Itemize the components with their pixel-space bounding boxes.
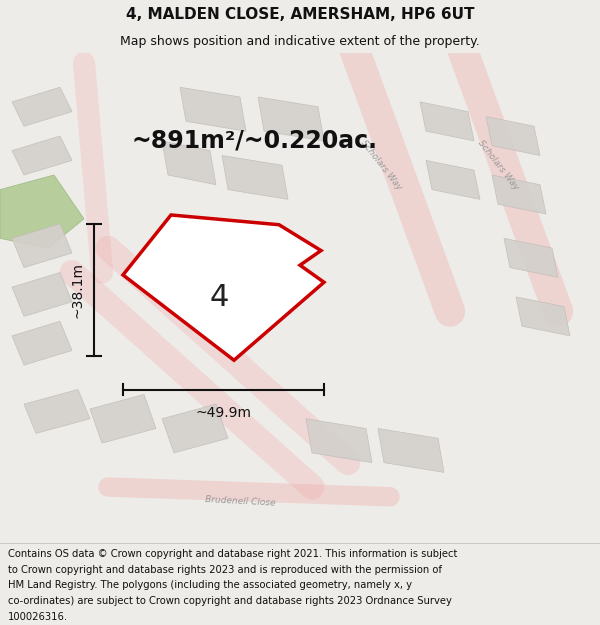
Polygon shape [486,116,540,156]
Polygon shape [162,141,216,185]
Polygon shape [24,389,90,433]
Polygon shape [0,175,84,248]
Polygon shape [12,88,72,126]
Polygon shape [378,429,444,472]
Polygon shape [123,215,324,360]
Polygon shape [426,161,480,199]
Polygon shape [12,272,72,316]
Text: Scholars Way: Scholars Way [476,139,520,192]
Text: co-ordinates) are subject to Crown copyright and database rights 2023 Ordnance S: co-ordinates) are subject to Crown copyr… [8,596,452,606]
Polygon shape [516,297,570,336]
Polygon shape [222,156,288,199]
Polygon shape [492,175,546,214]
Text: 100026316.: 100026316. [8,611,68,621]
Polygon shape [504,238,558,278]
Polygon shape [180,88,246,131]
Polygon shape [162,404,228,453]
Polygon shape [420,102,474,141]
Polygon shape [12,321,72,365]
Text: Scholars Way: Scholars Way [359,139,403,192]
Text: Map shows position and indicative extent of the property.: Map shows position and indicative extent… [120,35,480,48]
Polygon shape [306,419,372,462]
Text: ~49.9m: ~49.9m [196,406,251,420]
Text: 4: 4 [209,283,229,312]
Polygon shape [12,136,72,175]
Polygon shape [12,224,72,268]
Polygon shape [258,97,324,141]
Polygon shape [90,394,156,443]
Text: Brudenell Close: Brudenell Close [205,495,275,508]
Text: ~38.1m: ~38.1m [70,262,85,318]
Text: Contains OS data © Crown copyright and database right 2021. This information is : Contains OS data © Crown copyright and d… [8,549,457,559]
Text: HM Land Registry. The polygons (including the associated geometry, namely x, y: HM Land Registry. The polygons (includin… [8,580,412,590]
Text: ~891m²/~0.220ac.: ~891m²/~0.220ac. [132,129,378,153]
Text: 4, MALDEN CLOSE, AMERSHAM, HP6 6UT: 4, MALDEN CLOSE, AMERSHAM, HP6 6UT [126,8,474,22]
Text: to Crown copyright and database rights 2023 and is reproduced with the permissio: to Crown copyright and database rights 2… [8,564,442,574]
